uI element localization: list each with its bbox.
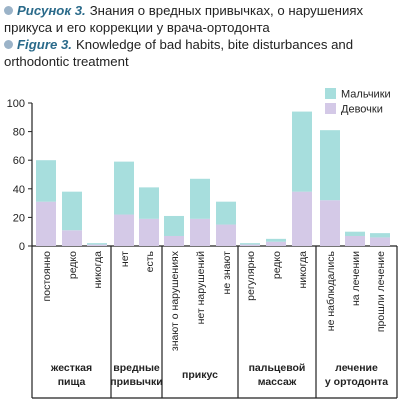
bar-boys-5 xyxy=(164,215,184,236)
bar-boys-12 xyxy=(345,231,365,236)
legend-label-0: Мальчики xyxy=(341,89,391,101)
caption-en-text-2: orthodontic treatment xyxy=(4,54,129,69)
bar-girls-11 xyxy=(320,200,340,246)
bar-boys-1 xyxy=(62,191,82,231)
group-label-1-0: вредные xyxy=(113,362,160,374)
group-label-4-1: у ортодонта xyxy=(325,376,388,388)
bar-boys-9 xyxy=(266,238,286,242)
caption-ru-text-2: прикуса и его коррекции у врача-ортодонт… xyxy=(4,20,270,35)
x-category-label-7: не знают xyxy=(221,251,233,295)
x-category-label-1: редко xyxy=(67,251,79,279)
x-category-label-0: постоянно xyxy=(41,251,53,302)
figure-caption: Рисунок 3. Знания о вредных привычках, о … xyxy=(4,2,408,70)
bar-girls-10 xyxy=(292,191,312,246)
x-category-label-2: никогда xyxy=(92,251,104,289)
x-category-label-6: нет нарушений xyxy=(195,251,207,325)
caption-bullet-icon xyxy=(4,40,13,49)
bar-girls-9 xyxy=(266,241,286,246)
caption-ru-text-1: Знания о вредных привычках, о нарушениях xyxy=(89,3,364,18)
x-category-label-5: знают о нарушениях xyxy=(169,250,181,351)
bar-boys-11 xyxy=(320,130,340,201)
bar-boys-7 xyxy=(216,201,236,225)
x-category-label-12: на лечении xyxy=(350,251,362,306)
bar-girls-2 xyxy=(87,244,107,246)
group-label-0-1: пища xyxy=(58,376,86,388)
group-label-3-1: массаж xyxy=(258,376,297,388)
x-category-label-8: регулярно xyxy=(245,251,257,301)
x-category-label-4: есть xyxy=(144,250,156,272)
bar-boys-6 xyxy=(190,178,210,219)
bar-girls-4 xyxy=(139,218,159,246)
caption-ru-label: Рисунок 3. xyxy=(17,3,86,18)
y-tick-label-40: 40 xyxy=(13,184,25,196)
bar-girls-5 xyxy=(164,235,184,246)
legend-label-1: Девочки xyxy=(341,104,383,116)
group-label-2-0: прикус xyxy=(182,369,218,381)
y-tick-label-80: 80 xyxy=(13,127,25,139)
bar-girls-3 xyxy=(114,214,134,246)
bar-boys-4 xyxy=(139,187,159,219)
bar-girls-1 xyxy=(62,230,82,246)
group-label-0-0: жесткая xyxy=(50,362,92,374)
x-category-label-11: не наблюдались xyxy=(325,250,337,331)
group-label-4-0: лечение xyxy=(335,362,378,374)
bar-boys-0 xyxy=(36,160,56,202)
x-category-label-10: никогда xyxy=(297,251,309,289)
bar-boys-8 xyxy=(240,243,260,245)
caption-en-line-1: Figure 3. Knowledge of bad habits, bite d… xyxy=(4,36,408,53)
caption-ru-line-1: Рисунок 3. Знания о вредных привычках, о … xyxy=(4,2,408,19)
bar-girls-6 xyxy=(190,218,210,246)
caption-en-text-1: Knowledge of bad habits, bite disturbanc… xyxy=(75,37,354,52)
legend-swatch-0 xyxy=(325,88,336,99)
group-label-3-0: пальцевой xyxy=(249,362,306,374)
x-category-label-9: редко xyxy=(271,251,283,279)
bar-boys-13 xyxy=(370,233,390,238)
y-tick-label-20: 20 xyxy=(13,212,25,224)
bar-girls-0 xyxy=(36,201,56,246)
y-tick-label-0: 0 xyxy=(19,241,25,253)
bar-girls-8 xyxy=(240,244,260,246)
bar-girls-12 xyxy=(345,235,365,246)
x-category-label-13: прошли лечение xyxy=(375,251,387,332)
y-tick-label-100: 100 xyxy=(7,98,25,110)
bar-girls-7 xyxy=(216,224,236,246)
group-label-1-1: привычки xyxy=(110,376,162,388)
bar-boys-2 xyxy=(87,243,107,245)
x-category-label-3: нет xyxy=(119,251,131,267)
bar-boys-10 xyxy=(292,111,312,192)
y-tick-label-60: 60 xyxy=(13,155,25,167)
legend-swatch-1 xyxy=(325,103,336,114)
caption-bullet-icon xyxy=(4,6,13,15)
bar-girls-13 xyxy=(370,237,390,246)
bar-boys-3 xyxy=(114,161,134,215)
caption-en-label: Figure 3. xyxy=(17,37,72,52)
